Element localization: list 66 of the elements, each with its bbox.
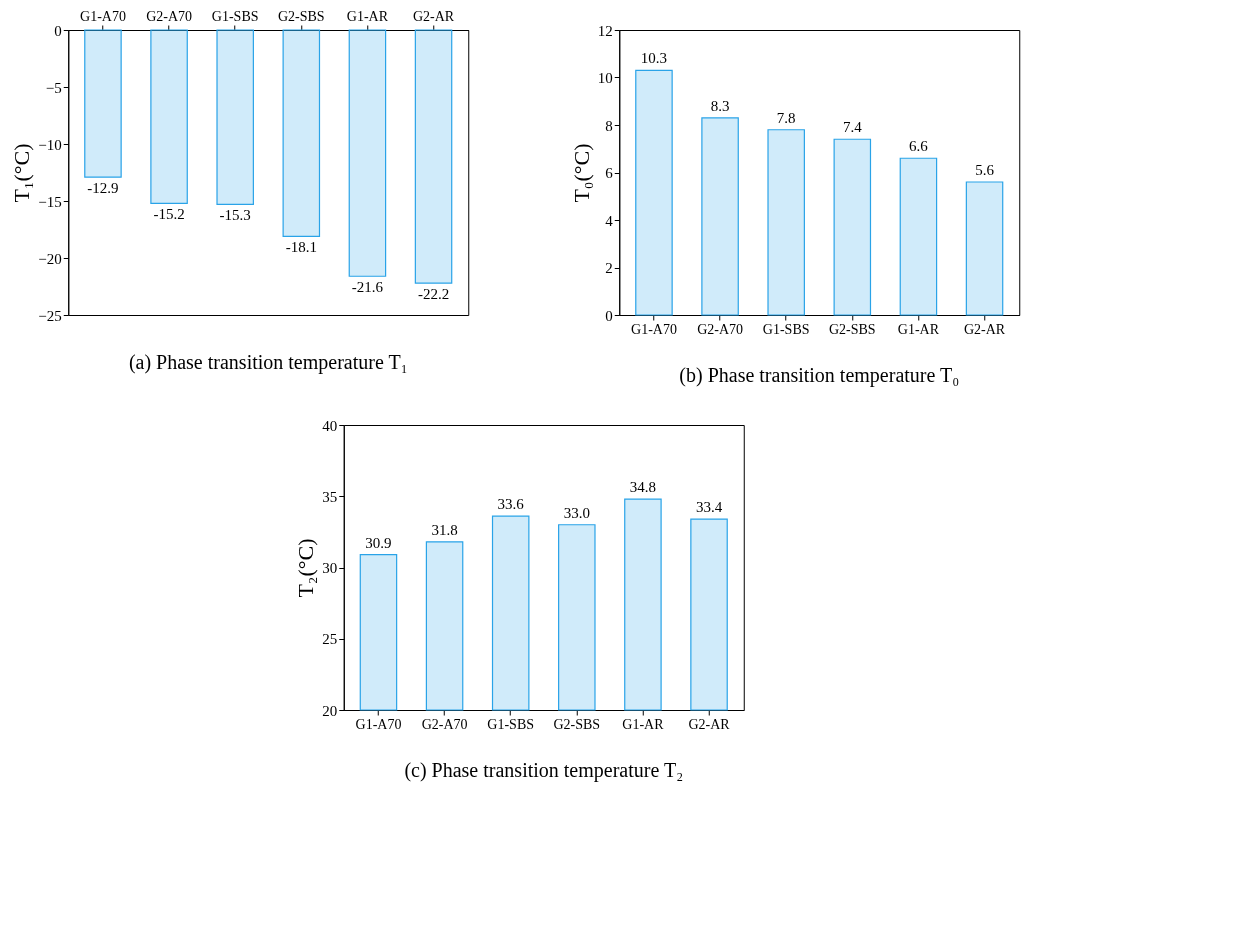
x-tick-label: G1-SBS [487,716,535,732]
y-tick-label: −15 [38,193,62,210]
x-tick-label: G2-A70 [697,321,744,337]
y-tick-label: 6 [605,165,614,181]
y-tick-label: 0 [54,22,62,39]
y-axis-title: T₀(°C) [568,143,594,203]
x-tick-label: G2-AR [688,716,731,732]
x-tick-label: G1-AR [346,8,389,24]
bar [965,181,1004,316]
data-label: 6.6 [909,138,929,155]
x-tick-label: G1-SBS [211,8,259,24]
data-label: 33.0 [563,504,590,521]
bar [635,69,673,316]
data-label: -22.2 [417,286,450,303]
x-tick-label: G2-AR [412,8,455,24]
y-axis-title: T₁(°C) [9,143,35,203]
data-label: 8.3 [710,97,730,114]
y-tick-label: −20 [38,250,62,267]
y-tick-label: 2 [605,260,613,276]
data-label: 30.9 [365,534,392,551]
data-label: -15.2 [153,206,185,223]
y-tick-label: 12 [597,22,613,39]
x-tick-label: G2-SBS [553,716,601,732]
data-label: -12.9 [87,180,119,197]
data-label: 7.8 [776,109,796,126]
x-tick-label: G1-A70 [631,321,677,337]
data-label: -18.1 [285,239,317,256]
y-tick-label: 0 [605,307,613,324]
y-tick-label: 8 [605,117,613,134]
bar [701,117,739,316]
x-tick-label: G1-AR [622,716,665,732]
text: (a) Phase transition temperature T₁ [128,351,408,374]
data-label: -15.3 [219,207,251,224]
y-tick-label: 20 [322,702,338,719]
y-tick-label: 35 [322,488,338,505]
data-label: -21.6 [351,279,384,296]
data-label: 5.6 [975,162,995,178]
y-tick-label: −25 [38,307,62,324]
data-label: 7.4 [842,119,863,136]
x-tick-label: G2-A70 [421,716,468,732]
bar [833,138,872,316]
text: (c) Phase transition temperature T₂ [404,759,684,782]
bar [899,157,938,316]
y-axis-title: T₂(°C) [293,538,319,598]
x-tick-label: G1-AR [897,321,940,337]
data-label: 10.3 [640,50,668,67]
y-tick-label: 30 [322,560,338,576]
x-tick-label: G1-A70 [80,8,126,24]
data-label: 34.8 [629,479,657,496]
x-tick-label: G2-SBS [277,8,325,24]
text: (b) Phase transition temperature T₀ [679,364,960,387]
data-label: 33.6 [497,496,525,513]
y-tick-label: 10 [597,70,613,86]
bar [767,129,805,316]
y-tick-label: 4 [605,212,614,229]
y-tick-label: 40 [322,417,338,434]
y-tick-label: −10 [38,136,62,153]
y-tick-label: 25 [322,631,338,648]
x-tick-label: G1-A70 [355,716,402,732]
x-tick-label: G2-SBS [828,321,876,337]
data-label: 31.8 [431,521,458,538]
x-tick-label: G2-A70 [146,8,193,24]
x-tick-label: G1-SBS [762,321,810,337]
y-tick-label: −5 [45,79,62,96]
data-label: 33.4 [695,499,723,516]
x-tick-label: G2-AR [963,321,1006,337]
